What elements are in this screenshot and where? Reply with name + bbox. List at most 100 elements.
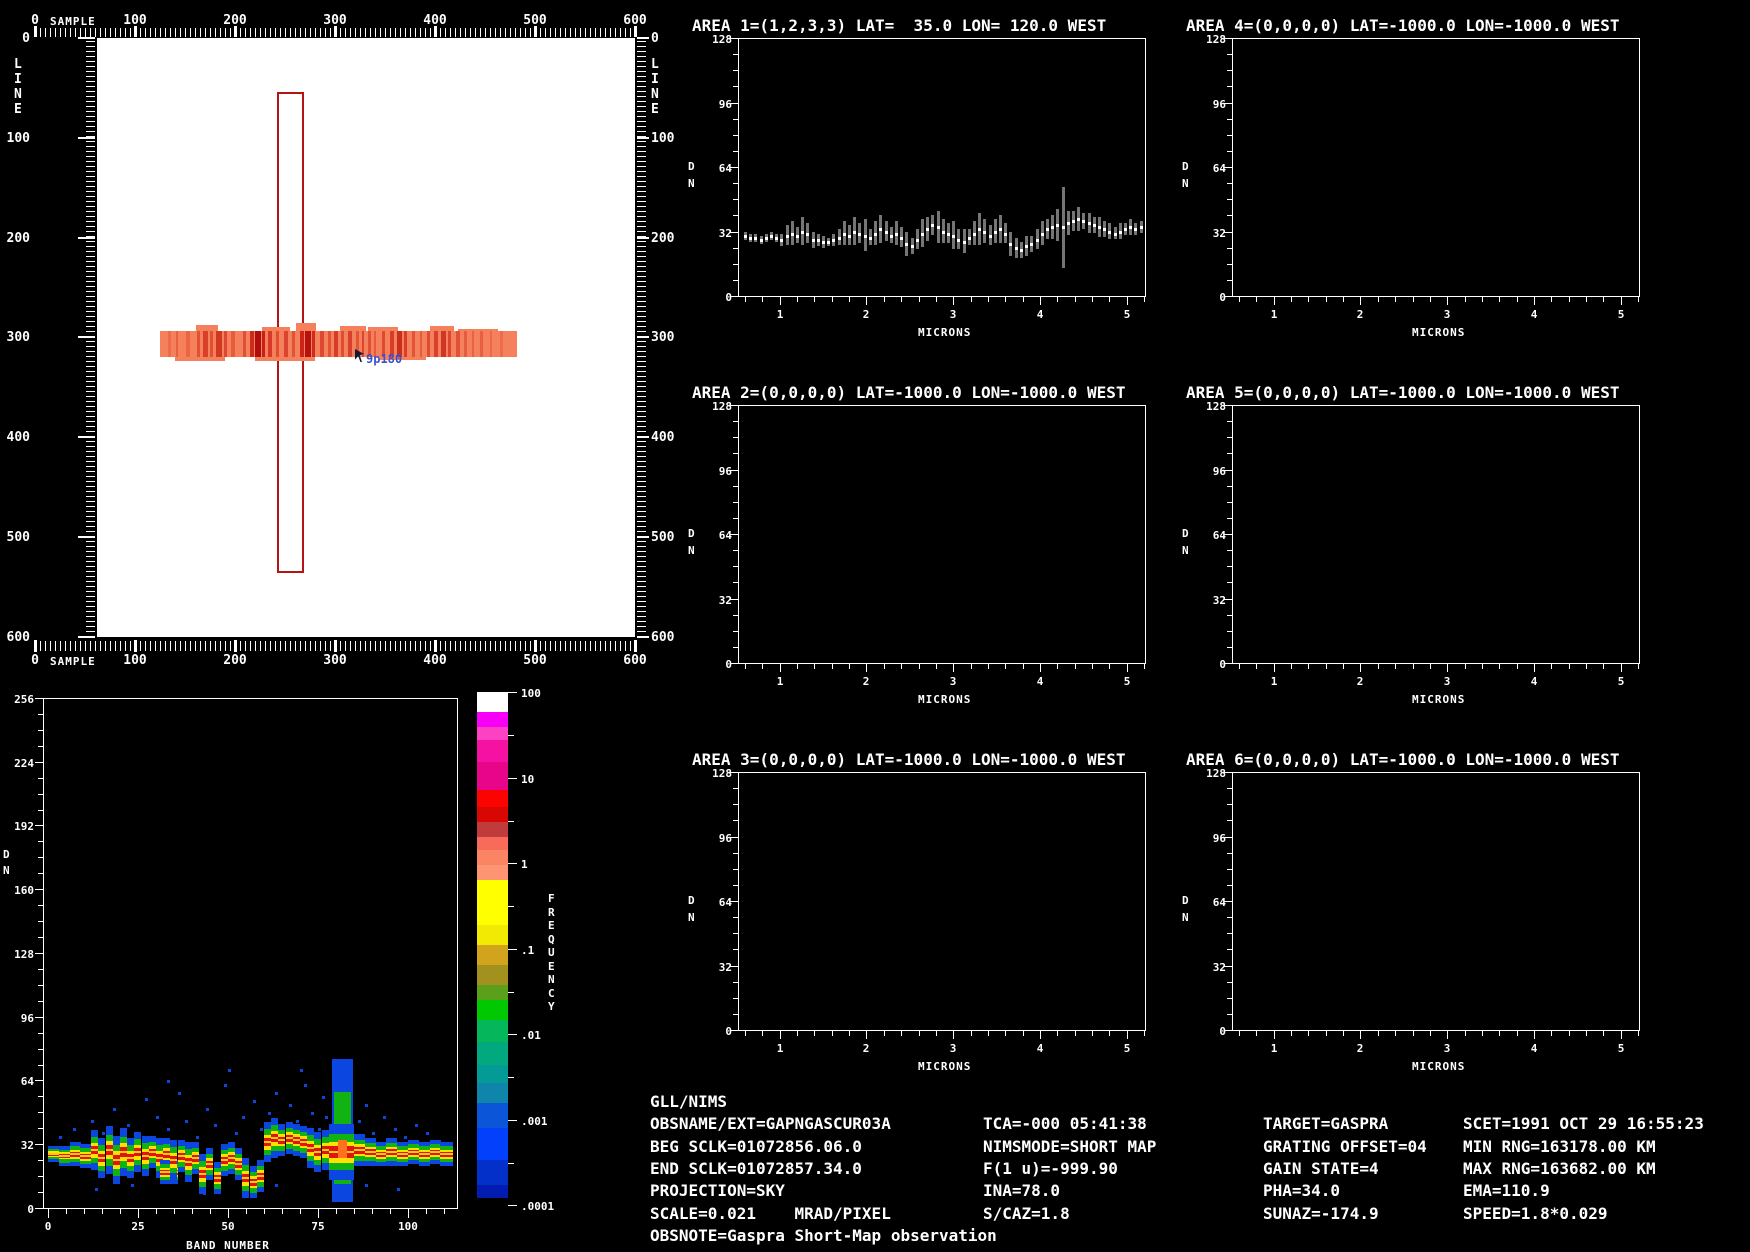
scan-band-stripe	[441, 331, 446, 357]
x-tick-label: 5	[1123, 308, 1131, 321]
colorbar-segment	[477, 807, 508, 822]
x-tick	[1621, 297, 1622, 305]
y-tick-label: 0	[725, 1025, 732, 1038]
info-line: SCET=1991 OCT 29 16:55:23	[1463, 1114, 1704, 1133]
spectrum-point	[754, 237, 757, 240]
y-tick	[1224, 103, 1232, 104]
sample-major-tick	[34, 26, 37, 37]
y-minor-tick	[733, 421, 738, 422]
line-major-tick	[78, 636, 95, 638]
x-tick	[953, 297, 954, 305]
y-tick	[1224, 38, 1232, 39]
hist-dot	[253, 1100, 256, 1103]
x-minor-tick	[1569, 297, 1570, 302]
line-major-tick	[637, 37, 649, 39]
spectrum-point	[874, 233, 877, 236]
hist-dot	[206, 1108, 209, 1111]
hist-x-minor-tick	[282, 1209, 283, 1214]
y-tick	[1224, 405, 1232, 406]
spectrum-point	[921, 233, 924, 236]
y-minor-tick	[1227, 135, 1232, 136]
line-tick-label: 200	[6, 231, 30, 246]
y-minor-tick	[733, 550, 738, 551]
hist-x-minor-tick	[66, 1209, 67, 1214]
hist-dot	[73, 1128, 76, 1131]
colorbar-segment	[477, 1198, 508, 1208]
x-minor-tick	[919, 297, 920, 302]
y-minor-tick	[733, 615, 738, 616]
y-tick-label: 0	[725, 658, 732, 671]
hist-dot	[325, 1116, 328, 1119]
colorbar-tick-label: .001	[521, 1115, 548, 1128]
colorbar-segment	[477, 762, 508, 790]
spectrum-point	[890, 235, 893, 238]
sample-tick-label: 600	[623, 653, 647, 668]
hist-y-minor-tick	[38, 1096, 43, 1097]
x-tick	[1534, 1031, 1535, 1039]
hist-dot	[268, 1112, 271, 1115]
hist-segment	[307, 1147, 314, 1149]
spectrum-point	[895, 233, 898, 236]
hist-y-minor-tick	[38, 746, 43, 747]
colorbar-tick	[508, 1120, 517, 1121]
x-minor-tick	[884, 1031, 885, 1036]
x-tick-label: 3	[1443, 1042, 1451, 1055]
x-minor-tick	[1603, 1031, 1604, 1036]
y-minor-tick	[733, 70, 738, 71]
spectrum-point	[843, 233, 846, 236]
spectrum-point	[1108, 231, 1111, 234]
colorbar-segment	[477, 925, 508, 945]
x-tick-label: 5	[1123, 1042, 1131, 1055]
x-tick-label: 1	[776, 1042, 784, 1055]
y-tick	[1224, 599, 1232, 600]
x-tick	[1274, 1031, 1275, 1039]
x-tick	[780, 297, 781, 305]
scan-band-stripe	[197, 331, 200, 357]
hist-segment	[293, 1139, 300, 1141]
info-line: TARGET=GASPRA	[1263, 1114, 1389, 1133]
sample-major-tick	[134, 640, 137, 652]
x-minor-tick	[1308, 297, 1309, 302]
hist-x-minor-tick	[372, 1209, 373, 1214]
y-tick-label: 32	[718, 594, 732, 607]
hist-segment	[250, 1181, 257, 1183]
x-minor-tick	[1256, 664, 1257, 669]
line-tick-label: 400	[6, 430, 30, 445]
x-tick-label: 3	[949, 308, 957, 321]
hist-dn-axis-label: N	[3, 864, 10, 877]
x-minor-tick	[814, 664, 815, 669]
colorbar-segment	[477, 712, 508, 727]
y-tick-label: 64	[718, 896, 732, 909]
hist-dot	[304, 1084, 307, 1087]
hist-y-minor-tick	[38, 778, 43, 779]
x-minor-tick	[849, 664, 850, 669]
y-minor-tick	[1227, 804, 1232, 805]
colorbar-tick	[508, 1034, 517, 1035]
y-tick	[730, 103, 738, 104]
hist-dot	[318, 1128, 321, 1131]
hist-y-tick	[35, 698, 43, 699]
spectrum-point	[942, 231, 945, 234]
sample-tick-label: 400	[423, 13, 447, 28]
y-tick	[730, 1030, 738, 1031]
scan-band-stripe	[464, 331, 467, 357]
line-tick-label: 100	[651, 131, 675, 146]
x-minor-tick	[1395, 664, 1396, 669]
x-minor-tick	[901, 1031, 902, 1036]
hist-segment	[160, 1171, 178, 1173]
hist-y-tick-label: 128	[14, 948, 34, 961]
scan-band-stripe	[397, 331, 402, 357]
sample-major-tick	[434, 640, 437, 652]
colorbar-tick-label: .0001	[521, 1200, 555, 1213]
info-line: GLL/NIMS	[650, 1092, 728, 1111]
y-tick-label: 96	[1212, 465, 1226, 478]
area-1-plot	[738, 38, 1146, 297]
colorbar-tick	[508, 778, 517, 779]
x-minor-tick	[849, 297, 850, 302]
x-minor-tick	[1551, 664, 1552, 669]
spectrum-point	[744, 235, 747, 238]
hist-dot	[282, 1124, 285, 1127]
x-minor-tick	[1551, 1031, 1552, 1036]
scan-band-stripe	[404, 331, 407, 357]
x-minor-tick	[832, 297, 833, 302]
